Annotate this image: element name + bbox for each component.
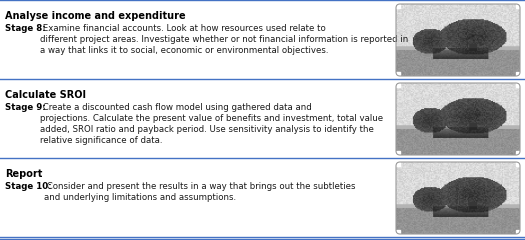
Bar	[396, 72, 400, 76]
Bar	[516, 230, 520, 234]
Bar	[396, 4, 400, 8]
Text: Examine financial accounts. Look at how resources used relate to
different proje: Examine financial accounts. Look at how …	[40, 24, 408, 55]
Bar	[516, 4, 520, 8]
Bar	[516, 83, 520, 87]
Text: Calculate SROI: Calculate SROI	[5, 90, 86, 100]
Bar	[396, 230, 400, 234]
Text: Consider and present the results in a way that brings out the subtleties
and und: Consider and present the results in a wa…	[44, 182, 355, 202]
Bar	[516, 151, 520, 155]
Bar	[516, 162, 520, 166]
Text: Analyse income and expenditure: Analyse income and expenditure	[5, 11, 186, 21]
Text: Stage 9:: Stage 9:	[5, 103, 46, 112]
Bar	[396, 83, 400, 87]
Bar	[396, 162, 400, 166]
Text: Report: Report	[5, 169, 43, 179]
Bar	[396, 151, 400, 155]
Bar	[516, 72, 520, 76]
Text: Create a discounted cash flow model using gathered data and
projections. Calcula: Create a discounted cash flow model usin…	[40, 103, 383, 145]
Text: Stage 10:: Stage 10:	[5, 182, 51, 191]
Text: Stage 8:: Stage 8:	[5, 24, 46, 33]
